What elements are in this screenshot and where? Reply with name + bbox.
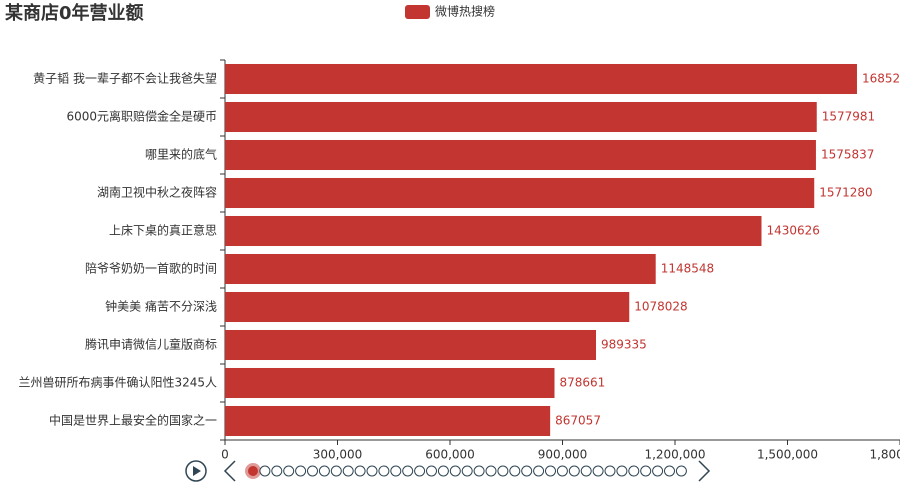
- y-tick-label: 兰州兽研所布病事件确认阳性3245人: [18, 375, 217, 390]
- value-label: 878661: [559, 376, 605, 390]
- value-label: 1430626: [766, 224, 819, 238]
- timeline-dot[interactable]: [628, 465, 640, 477]
- value-label: 1148548: [661, 262, 714, 276]
- next-button[interactable]: [698, 460, 711, 482]
- bar: [225, 329, 597, 361]
- bar: [225, 253, 656, 285]
- timeline-dot[interactable]: [437, 465, 449, 477]
- bar: [225, 367, 555, 399]
- y-tick-label: 6000元离职赔偿金全是硬币: [66, 109, 217, 124]
- bar: [225, 101, 817, 133]
- value-label: 1571280: [819, 186, 872, 200]
- bar: [225, 63, 857, 95]
- y-tick-label: 湖南卫视中秋之夜阵容: [97, 185, 217, 200]
- timeline-dot[interactable]: [485, 465, 497, 477]
- timeline-dot[interactable]: [592, 465, 604, 477]
- value-label: 1577981: [822, 110, 875, 124]
- value-label: 1685250: [862, 72, 900, 86]
- timeline-dot[interactable]: [283, 465, 295, 477]
- value-label: 867057: [555, 414, 601, 428]
- timeline-dot[interactable]: [545, 465, 556, 477]
- timeline-dot[interactable]: [533, 465, 545, 477]
- timeline-dot[interactable]: [318, 465, 330, 477]
- timeline-dot[interactable]: [271, 465, 283, 477]
- y-tick-label: 陪爷爷奶奶一首歌的时间: [85, 261, 217, 276]
- timeline-dot[interactable]: [426, 465, 437, 477]
- timeline-dot[interactable]: [521, 465, 533, 477]
- value-label: 989335: [601, 338, 647, 352]
- x-tick-label: 600,000: [425, 448, 475, 462]
- timeline-current: [248, 466, 258, 476]
- timeline-dot[interactable]: [556, 465, 568, 477]
- bar: [225, 215, 762, 247]
- timeline-dot[interactable]: [259, 465, 271, 477]
- y-tick-label: 中国是世界上最安全的国家之一: [49, 413, 217, 428]
- timeline-dot[interactable]: [461, 465, 473, 477]
- x-tick-label: 1,200,000: [644, 448, 705, 462]
- value-label: 1575837: [821, 148, 874, 162]
- timeline-dot[interactable]: [675, 465, 687, 477]
- timeline-dot[interactable]: [342, 465, 354, 477]
- prev-button[interactable]: [223, 460, 236, 482]
- timeline-dot[interactable]: [354, 465, 366, 477]
- timeline-dot[interactable]: [307, 465, 318, 477]
- timeline-dot[interactable]: [616, 465, 628, 477]
- y-tick-label: 腾讯申请微信儿童版商标: [85, 337, 217, 352]
- timeline-dot[interactable]: [604, 465, 616, 477]
- timeline-dot[interactable]: [473, 465, 485, 477]
- bar: [225, 177, 815, 209]
- timeline-dot[interactable]: [390, 465, 402, 477]
- y-tick-label: 哪里来的底气: [145, 147, 217, 162]
- legend-swatch[interactable]: [405, 5, 430, 19]
- x-tick-label: 0: [221, 448, 229, 462]
- timeline-dot[interactable]: [497, 465, 509, 477]
- timeline-dot[interactable]: [640, 465, 652, 477]
- x-tick-label: 900,000: [538, 448, 588, 462]
- timeline-dot[interactable]: [509, 465, 521, 477]
- legend-label: 微博热搜榜: [435, 4, 495, 19]
- play-button[interactable]: [185, 460, 207, 482]
- timeline-dot[interactable]: [652, 465, 664, 477]
- y-tick-label: 上床下桌的真正意思: [109, 223, 217, 238]
- timeline-dot[interactable]: [580, 465, 592, 477]
- timeline-dot[interactable]: [295, 465, 307, 477]
- timeline-dot[interactable]: [449, 465, 461, 477]
- timeline-dot[interactable]: [664, 465, 675, 477]
- timeline-dot[interactable]: [366, 465, 378, 477]
- timeline-dot[interactable]: [402, 465, 414, 477]
- timeline-dot[interactable]: [414, 465, 426, 477]
- timeline-dot[interactable]: [330, 465, 342, 477]
- x-tick-label: 300,000: [313, 448, 363, 462]
- value-label: 1078028: [634, 300, 687, 314]
- bar: [225, 405, 551, 437]
- timeline-dot[interactable]: [568, 465, 580, 477]
- play-icon: [193, 466, 201, 476]
- x-tick-label: 1,500,000: [757, 448, 818, 462]
- y-tick-label: 黄子韬 我一辈子都不会让我爸失望: [33, 71, 217, 86]
- timeline: [185, 460, 711, 482]
- bar: [225, 291, 630, 323]
- y-tick-label: 钟美美 痛苦不分深浅: [105, 299, 217, 314]
- chart-title: 某商店0年营业额: [5, 2, 144, 24]
- bar: [225, 139, 816, 171]
- timeline-dot[interactable]: [378, 465, 390, 477]
- x-tick-label: 1,800,000: [869, 448, 900, 462]
